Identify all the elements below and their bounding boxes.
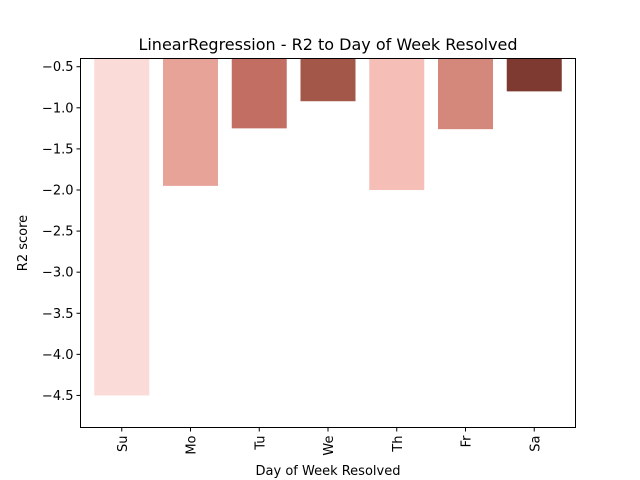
y-tick-label: −4.0: [42, 348, 74, 363]
bar-we: [300, 58, 356, 102]
x-tick-label-th: Th: [391, 436, 406, 453]
x-tick-label-we: We: [322, 436, 337, 456]
y-tick-label: −3.0: [42, 266, 74, 281]
bar-su: [94, 58, 150, 396]
y-tick-label: −1.5: [42, 142, 74, 157]
y-tick-label: −2.5: [42, 225, 74, 240]
x-tick-label-tu: Tu: [253, 436, 268, 451]
y-tick-label: −1.0: [42, 101, 74, 116]
chart-title: LinearRegression - R2 to Day of Week Res…: [138, 35, 517, 54]
x-tick-label-sa: Sa: [528, 436, 543, 452]
y-tick-label: −0.5: [42, 60, 74, 75]
y-axis-label: R2 score: [16, 215, 31, 271]
bar-sa: [506, 58, 562, 92]
x-tick-label-fr: Fr: [460, 435, 475, 448]
bars-group: [94, 58, 562, 396]
y-tick-label: −4.5: [42, 389, 74, 404]
bar-mo: [163, 58, 218, 186]
bar-th: [369, 58, 425, 190]
x-tick-label-su: Su: [116, 436, 131, 453]
y-tick-label: −3.5: [42, 307, 74, 322]
bar-fr: [438, 58, 493, 130]
y-tick-label: −2.0: [42, 183, 74, 198]
plot-frame: [80, 58, 576, 428]
x-axis: Su Mo Tu We Th Fr Sa: [116, 427, 543, 456]
x-axis-label: Day of Week Resolved: [256, 464, 401, 479]
x-tick-label-mo: Mo: [185, 435, 200, 454]
bar-tu: [231, 58, 287, 129]
y-axis: −0.5 −1.0 −1.5 −2.0 −2.5 −3.0 −3.5 −4.0 −4.5: [42, 60, 81, 404]
